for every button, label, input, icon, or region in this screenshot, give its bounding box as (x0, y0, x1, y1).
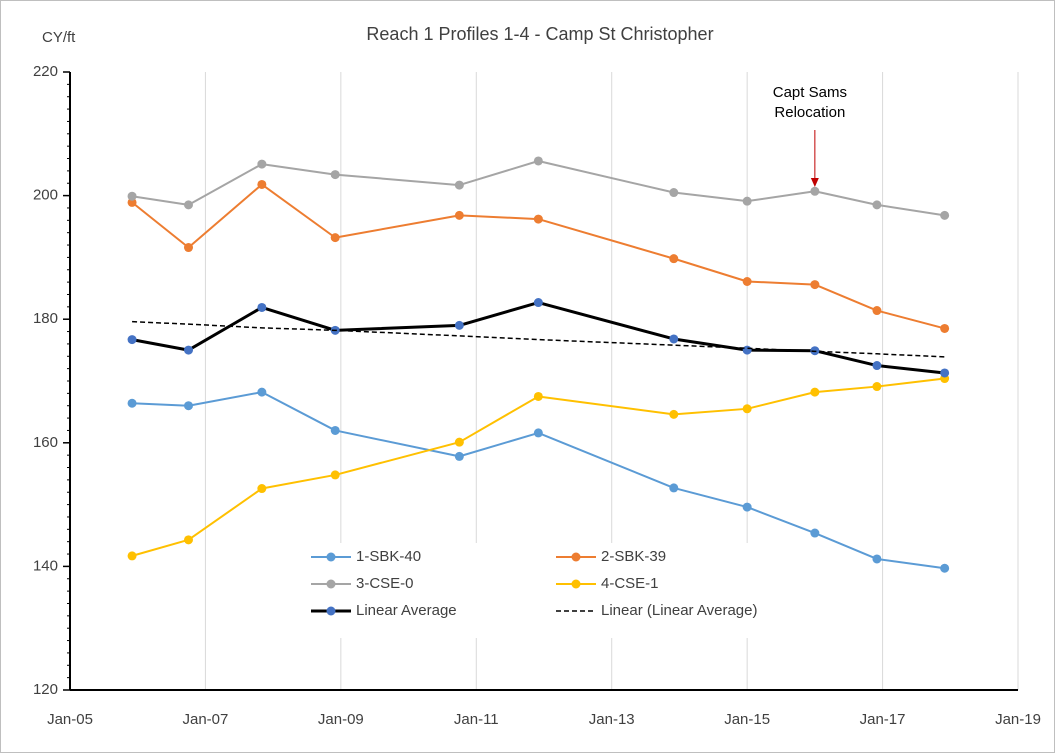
x-tick-label: Jan-07 (182, 711, 228, 728)
x-tick-label: Jan-11 (454, 711, 499, 728)
data-point (454, 437, 464, 447)
data-point (257, 484, 267, 494)
annotation-text: Relocation (774, 104, 845, 121)
data-point (454, 180, 464, 190)
data-point (257, 387, 267, 397)
y-tick-label: 220 (33, 63, 58, 80)
data-point (810, 387, 820, 397)
y-tick-label: 160 (33, 434, 58, 451)
data-point (940, 323, 950, 333)
legend-marker (326, 579, 336, 589)
data-point (184, 200, 193, 210)
data-point (742, 196, 752, 206)
series-line (132, 320, 945, 358)
legend-label: 1-SBK-40 (356, 548, 421, 565)
legend-label: 3-CSE-0 (356, 575, 414, 592)
x-tick-label: Jan-17 (860, 711, 906, 728)
data-point (330, 233, 340, 243)
legend-label: Linear Average (356, 602, 457, 619)
data-point (669, 334, 679, 344)
data-point (184, 535, 193, 545)
x-tick-label: Jan-19 (995, 711, 1041, 728)
y-tick-label: 200 (33, 187, 58, 204)
data-point (127, 335, 137, 345)
data-point (127, 191, 137, 201)
annotation-text: Capt Sams (773, 84, 847, 101)
legend-label: 2-SBK-39 (601, 548, 666, 565)
data-point (533, 156, 543, 166)
x-tick-label: Jan-13 (589, 711, 635, 728)
data-point (454, 320, 464, 330)
data-point (257, 179, 267, 189)
data-point (330, 470, 340, 480)
data-point (533, 391, 543, 401)
legend-box (303, 543, 793, 638)
y-tick-label: 140 (33, 557, 58, 574)
data-point (742, 502, 752, 512)
data-point (533, 428, 543, 438)
x-tick-label: Jan-15 (724, 711, 770, 728)
x-tick-label: Jan-05 (47, 711, 93, 728)
data-point (669, 483, 679, 493)
y-axis-label: CY/ft (42, 29, 76, 46)
legend-marker (571, 552, 581, 562)
data-point (127, 398, 137, 408)
data-point (184, 243, 193, 253)
data-point (454, 451, 464, 461)
data-point (257, 302, 267, 312)
data-point (257, 159, 267, 169)
x-tick-label: Jan-09 (318, 711, 364, 728)
data-point (872, 306, 882, 316)
data-point (872, 200, 882, 210)
data-point (669, 188, 679, 198)
data-point (184, 401, 193, 411)
data-point (872, 382, 882, 392)
y-tick-label: 120 (33, 681, 58, 698)
data-point (742, 404, 752, 414)
data-point (330, 425, 340, 435)
legend-label: 4-CSE-1 (601, 575, 659, 592)
data-point (454, 210, 464, 220)
legend-label: Linear (Linear Average) (601, 602, 758, 619)
chart-title: Reach 1 Profiles 1-4 - Camp St Christoph… (366, 24, 713, 44)
data-point (940, 210, 950, 220)
legend-marker (571, 579, 581, 589)
data-point (742, 277, 752, 287)
data-point (872, 554, 882, 564)
data-point (184, 345, 193, 355)
annotation-arrowhead (810, 178, 819, 187)
y-tick-label: 180 (33, 310, 58, 327)
data-point (810, 528, 820, 538)
data-point (330, 170, 340, 180)
data-point (533, 298, 543, 308)
data-point (810, 186, 820, 196)
data-point (742, 345, 752, 355)
data-point (127, 551, 137, 561)
data-point (669, 409, 679, 419)
data-point (810, 280, 820, 290)
data-point (940, 563, 950, 573)
data-point (940, 368, 950, 378)
data-point (872, 361, 882, 371)
data-point (127, 197, 137, 207)
data-point (669, 254, 679, 264)
legend-marker (326, 552, 336, 562)
legend-marker (326, 606, 336, 616)
data-point (533, 214, 543, 224)
